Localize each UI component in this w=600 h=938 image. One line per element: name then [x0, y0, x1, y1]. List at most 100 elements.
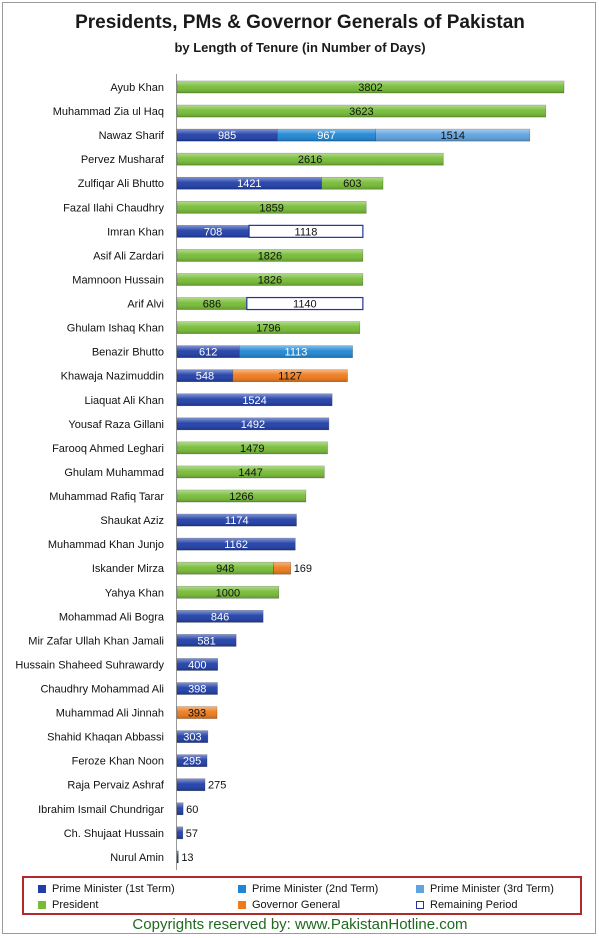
value-label-ghulam-muhammad-president: 1447: [238, 467, 262, 479]
row-label-mamnoon-hussain: Mamnoon Hussain: [72, 274, 164, 286]
value-label-muhammad-ali-jinnah-governor_general: 393: [188, 708, 206, 720]
value-label-mamnoon-hussain-president: 1826: [258, 274, 282, 286]
bar-imran-khan-remaining: [248, 224, 364, 238]
copyright-text: Copyrights reserved by: www.PakistanHotl…: [132, 916, 468, 933]
value-label-liaquat-ali-khan-pm1: 1524: [242, 395, 266, 407]
bar-shine-zulfiqar-ali-bhutto-1: [321, 177, 384, 190]
row-label-ghulam-muhammad: Ghulam Muhammad: [64, 467, 164, 479]
value-label-ghulam-ishaq-khan-president: 1796: [256, 323, 280, 335]
value-label-raja-pervaiz-ashraf-pm1: 275: [208, 780, 226, 792]
value-label-mir-zafar-ullah-khan-jamali-pm1: 581: [197, 635, 215, 647]
bar-shine-imran-khan-0: [177, 225, 250, 238]
value-label-zulfiqar-ali-bhutto-pm1: 1421: [237, 178, 261, 190]
bar-shine-benazir-bhutto-0: [177, 345, 240, 358]
bar-shine-shahid-khaqan-abbassi-0: [177, 730, 208, 743]
bar-shine-fazal-ilahi-chaudhry-0: [177, 201, 367, 214]
value-label-arif-alvi-president: 686: [203, 299, 221, 311]
row-label-pervez-musharaf: Pervez Musharaf: [81, 154, 165, 166]
row-label-raja-pervaiz-ashraf: Raja Pervaiz Ashraf: [67, 780, 165, 792]
bar-shine-nurul-amin-0: [177, 850, 179, 863]
bar-shine-asif-ali-zardari-0: [177, 249, 363, 262]
row-label-shahid-khaqan-abbassi: Shahid Khaqan Abbassi: [47, 732, 164, 744]
row-label-iskander-mirza: Iskander Mirza: [92, 563, 165, 575]
value-label-benazir-bhutto-pm1: 612: [199, 347, 217, 359]
value-label-hussain-shaheed-suhrawardy-pm1: 400: [188, 659, 206, 671]
bar-shine-zulfiqar-ali-bhutto-0: [177, 177, 322, 190]
row-label-imran-khan: Imran Khan: [107, 226, 164, 238]
bar-shine-benazir-bhutto-1: [239, 345, 353, 358]
bar-shine-liaquat-ali-khan-0: [177, 393, 333, 406]
bar-shine-ghulam-muhammad-0: [177, 465, 325, 478]
value-label-imran-khan-pm1: 708: [204, 226, 222, 238]
row-label-ibrahim-ismail-chundrigar: Ibrahim Ismail Chundrigar: [38, 804, 164, 816]
row-label-arif-alvi: Arif Alvi: [127, 299, 164, 311]
value-label-yahya-khan-president: 1000: [216, 587, 240, 599]
row-label-chaudhry-mohammad-ali: Chaudhry Mohammad Ali: [40, 684, 164, 696]
bar-shine-ibrahim-ismail-chundrigar-0: [177, 802, 184, 815]
legend-label-governor-general: Governor General: [252, 899, 341, 911]
value-label-nurul-amin-pm1: 13: [181, 852, 193, 864]
bar-shine-farooq-ahmed-leghari-0: [177, 441, 328, 454]
bar-shine-yousaf-raza-gillani-0: [177, 417, 329, 430]
row-label-muhammad-khan-junjo: Muhammad Khan Junjo: [48, 539, 164, 551]
value-label-imran-khan-remaining: 1118: [295, 226, 318, 238]
legend-swatch-governor-general: [238, 901, 246, 909]
row-label-muhammad-rafiq-tarar: Muhammad Rafiq Tarar: [49, 491, 164, 503]
value-label-pervez-musharaf-president: 2616: [298, 154, 322, 166]
bar-shine-muhammad-rafiq-tarar-0: [177, 490, 306, 503]
bar-shine-nawaz-sharif-0: [177, 129, 278, 142]
value-label-ayub-khan-president: 3802: [358, 82, 382, 94]
bar-shine-ch-shujaat-hussain-0: [177, 826, 183, 839]
row-label-ch-shujaat-hussain: Ch. Shujaat Hussain: [64, 828, 164, 840]
row-label-farooq-ahmed-leghari: Farooq Ahmed Leghari: [52, 443, 164, 455]
legend-item-pm2: Prime Minister (2nd Term): [238, 883, 378, 895]
bar-shine-khawaja-nazimuddin-1: [232, 369, 348, 382]
value-label-zulfiqar-ali-bhutto-president: 603: [343, 178, 361, 190]
value-label-yousaf-raza-gillani-pm1: 1492: [241, 419, 265, 431]
bar-shine-nawaz-sharif-2: [375, 129, 530, 142]
row-label-yousaf-raza-gillani: Yousaf Raza Gillani: [68, 419, 164, 431]
value-label-ibrahim-ismail-chundrigar-pm1: 60: [186, 804, 198, 816]
value-label-khawaja-nazimuddin-pm1: 548: [196, 371, 214, 383]
bar-shine-pervez-musharaf-0: [177, 153, 444, 166]
legend-label-president: President: [52, 899, 99, 911]
legend-item-remaining: Remaining Period: [416, 899, 517, 911]
bar-shine-mamnoon-hussain-0: [177, 273, 363, 286]
legend-label-remaining: Remaining Period: [430, 899, 518, 911]
bar-arif-alvi-remaining: [246, 296, 364, 311]
value-label-iskander-mirza-governor_general: 169: [294, 563, 312, 575]
bar-shine-muhammad-zia-ul-haq-0: [177, 105, 546, 118]
legend-swatch-president: [38, 901, 46, 909]
bar-shine-raja-pervaiz-ashraf-0: [177, 778, 205, 791]
value-label-muhammad-khan-junjo-pm1: 1162: [224, 539, 248, 551]
value-label-nawaz-sharif-pm3: 1514: [441, 130, 465, 142]
bar-shine-yahya-khan-0: [177, 586, 279, 599]
row-label-feroze-khan-noon: Feroze Khan Noon: [72, 756, 164, 768]
row-label-yahya-khan: Yahya Khan: [105, 587, 164, 599]
value-label-muhammad-zia-ul-haq-president: 3623: [349, 106, 373, 118]
bar-shine-mir-zafar-ullah-khan-jamali-0: [177, 634, 237, 647]
legend-swatch-remaining: [416, 901, 424, 909]
bar-shine-arif-alvi-0: [177, 297, 247, 310]
value-label-mohammad-ali-bogra-pm1: 846: [211, 611, 229, 623]
value-label-nawaz-sharif-pm1: 985: [218, 130, 236, 142]
bar-shine-muhammad-ali-jinnah-0: [177, 706, 218, 719]
bar-shine-feroze-khan-noon-0: [177, 754, 208, 767]
bar-shine-iskander-mirza-0: [177, 562, 274, 575]
bar-shine-shaukat-aziz-0: [177, 514, 297, 527]
legend-item-pm3: Prime Minister (3rd Term): [416, 883, 554, 895]
legend-item-governor-general: Governor General: [238, 899, 340, 911]
chart-title: Presidents, PMs & Governor Generals of P…: [75, 12, 525, 33]
legend-item-president: President: [38, 899, 98, 911]
bar-shine-nawaz-sharif-1: [277, 129, 376, 142]
value-label-muhammad-rafiq-tarar-president: 1266: [229, 491, 253, 503]
value-label-arif-alvi-remaining: 1140: [293, 299, 317, 311]
value-label-shahid-khaqan-abbassi-pm1: 303: [183, 732, 201, 744]
value-label-iskander-mirza-president: 948: [216, 563, 234, 575]
bar-shine-hussain-shaheed-suhrawardy-0: [177, 658, 218, 671]
row-label-mir-zafar-ullah-khan-jamali: Mir Zafar Ullah Khan Jamali: [28, 635, 164, 647]
bar-shine-chaudhry-mohammad-ali-0: [177, 682, 218, 695]
value-label-chaudhry-mohammad-ali-pm1: 398: [188, 684, 206, 696]
value-label-asif-ali-zardari-president: 1826: [258, 250, 282, 262]
